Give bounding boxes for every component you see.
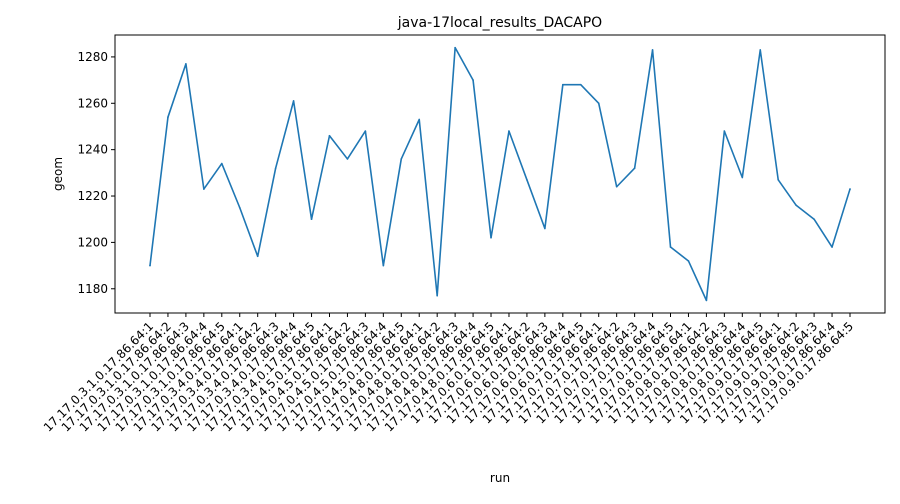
data-point: [436, 294, 438, 297]
series-line: [149, 46, 851, 302]
y-tick-label: 1200: [77, 235, 108, 249]
data-point: [741, 176, 744, 179]
data-point: [256, 255, 259, 258]
data-point: [364, 130, 367, 132]
data-point: [328, 134, 331, 137]
data-point: [418, 118, 421, 121]
data-point: [651, 49, 654, 51]
data-point: [508, 130, 510, 132]
data-point: [382, 264, 385, 267]
data-point: [687, 260, 690, 262]
y-tick-label: 1220: [77, 189, 108, 203]
y-tick-label: 1260: [77, 96, 108, 110]
data-point: [831, 246, 833, 248]
x-axis-label: run: [490, 471, 510, 485]
data-point: [292, 100, 295, 102]
data-point: [544, 227, 546, 230]
data-point: [203, 188, 205, 190]
data-point: [579, 83, 582, 86]
y-tick-label: 1180: [77, 282, 108, 296]
y-tick-label: 1240: [77, 143, 108, 157]
data-point: [759, 49, 762, 51]
data-point: [669, 246, 672, 248]
plot-area: 11801200122012401260128017.17.0.3.1.0.17…: [41, 46, 856, 435]
data-point: [526, 178, 528, 181]
y-tick-label: 1280: [77, 50, 108, 64]
data-point: [185, 63, 187, 65]
data-point: [454, 46, 456, 49]
data-point: [777, 178, 780, 181]
data-point: [167, 116, 169, 118]
data-point: [238, 206, 241, 209]
data-point: [274, 167, 277, 170]
data-point: [562, 83, 564, 86]
data-point: [149, 264, 151, 267]
data-point: [220, 162, 223, 165]
data-point: [346, 158, 349, 160]
data-point: [633, 167, 636, 170]
data-point: [615, 185, 618, 188]
data-point: [597, 102, 600, 105]
y-axis-label: geom: [51, 157, 65, 191]
data-point: [813, 218, 815, 221]
data-point: [490, 236, 492, 239]
chart-title: java-17local_results_DACAPO: [397, 15, 602, 31]
data-point: [472, 79, 474, 81]
axes-frame: [114, 34, 886, 314]
data-point: [400, 158, 403, 160]
data-point: [849, 188, 851, 190]
data-point: [310, 218, 313, 221]
data-point: [723, 130, 726, 132]
data-point: [795, 204, 797, 207]
data-point: [705, 299, 708, 302]
